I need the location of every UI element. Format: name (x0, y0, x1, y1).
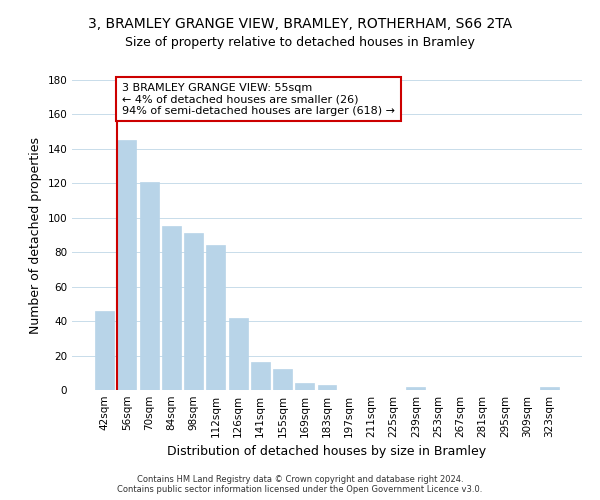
Bar (540, 386, 559, 390)
Bar (184, 234, 203, 390)
Bar (140, 182, 158, 390)
Bar (162, 226, 181, 390)
Bar (273, 370, 292, 390)
Bar (251, 362, 270, 390)
Text: Contains HM Land Registry data © Crown copyright and database right 2024.
Contai: Contains HM Land Registry data © Crown c… (118, 474, 482, 494)
Y-axis label: Number of detached properties: Number of detached properties (29, 136, 42, 334)
Bar (95, 311, 114, 390)
Bar (206, 246, 225, 390)
Bar (229, 318, 248, 390)
Text: Size of property relative to detached houses in Bramley: Size of property relative to detached ho… (125, 36, 475, 49)
Text: 3, BRAMLEY GRANGE VIEW, BRAMLEY, ROTHERHAM, S66 2TA: 3, BRAMLEY GRANGE VIEW, BRAMLEY, ROTHERH… (88, 18, 512, 32)
Text: 3 BRAMLEY GRANGE VIEW: 55sqm
← 4% of detached houses are smaller (26)
94% of sem: 3 BRAMLEY GRANGE VIEW: 55sqm ← 4% of det… (122, 82, 395, 116)
Bar (118, 140, 136, 390)
Bar (295, 383, 314, 390)
X-axis label: Distribution of detached houses by size in Bramley: Distribution of detached houses by size … (167, 446, 487, 458)
Bar (406, 386, 425, 390)
Bar (317, 385, 337, 390)
